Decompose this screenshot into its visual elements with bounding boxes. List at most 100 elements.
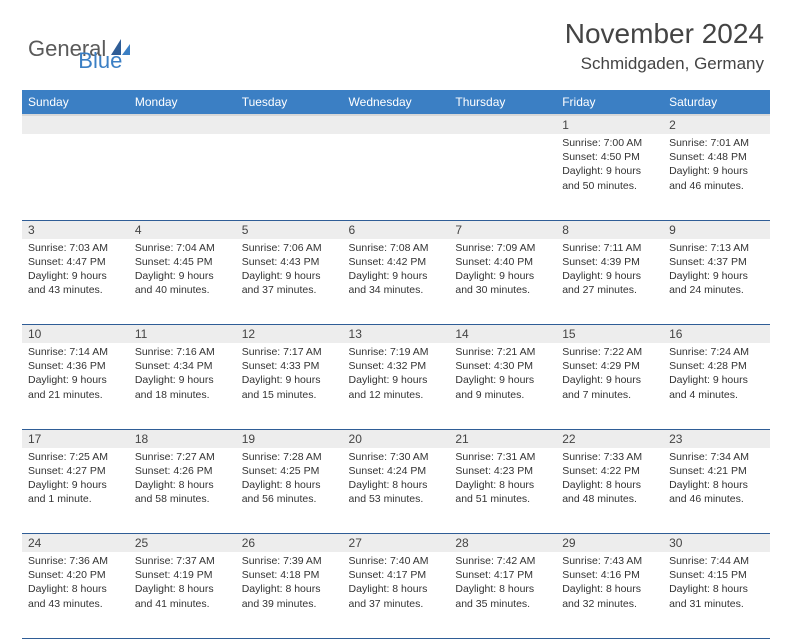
sunset-text: Sunset: 4:16 PM	[562, 568, 657, 582]
day-number: 22	[562, 432, 575, 446]
day-number-cell: 11	[129, 325, 236, 344]
sunset-text: Sunset: 4:26 PM	[135, 464, 230, 478]
day-number-cell: 17	[22, 429, 129, 448]
day-content-cell: Sunrise: 7:36 AMSunset: 4:20 PMDaylight:…	[22, 552, 129, 638]
day-number-cell	[129, 115, 236, 134]
daylight-text: Daylight: 8 hours and 53 minutes.	[349, 478, 444, 506]
day-content-cell: Sunrise: 7:21 AMSunset: 4:30 PMDaylight:…	[449, 343, 556, 429]
sunrise-text: Sunrise: 7:33 AM	[562, 450, 657, 464]
day-number: 15	[562, 327, 575, 341]
sunset-text: Sunset: 4:28 PM	[669, 359, 764, 373]
day-content-cell: Sunrise: 7:13 AMSunset: 4:37 PMDaylight:…	[663, 239, 770, 325]
day-content-cell	[343, 134, 450, 220]
weekday-header: Friday	[556, 90, 663, 115]
day-content-cell: Sunrise: 7:39 AMSunset: 4:18 PMDaylight:…	[236, 552, 343, 638]
daynum-row: 17181920212223	[22, 429, 770, 448]
weekday-header: Thursday	[449, 90, 556, 115]
daylight-text: Daylight: 8 hours and 43 minutes.	[28, 582, 123, 610]
day-number-cell: 8	[556, 220, 663, 239]
daylight-text: Daylight: 8 hours and 58 minutes.	[135, 478, 230, 506]
day-number-cell: 2	[663, 115, 770, 134]
sunset-text: Sunset: 4:29 PM	[562, 359, 657, 373]
sunrise-text: Sunrise: 7:28 AM	[242, 450, 337, 464]
sunset-text: Sunset: 4:15 PM	[669, 568, 764, 582]
day-number-cell: 16	[663, 325, 770, 344]
day-content-cell: Sunrise: 7:03 AMSunset: 4:47 PMDaylight:…	[22, 239, 129, 325]
daylight-text: Daylight: 9 hours and 30 minutes.	[455, 269, 550, 297]
sunrise-text: Sunrise: 7:04 AM	[135, 241, 230, 255]
day-number-cell: 29	[556, 534, 663, 553]
location: Schmidgaden, Germany	[565, 54, 764, 74]
daylight-text: Daylight: 9 hours and 9 minutes.	[455, 373, 550, 401]
day-number: 21	[455, 432, 468, 446]
daylight-text: Daylight: 9 hours and 12 minutes.	[349, 373, 444, 401]
day-number: 30	[669, 536, 682, 550]
day-number: 2	[669, 118, 676, 132]
day-number: 11	[135, 327, 147, 341]
day-number: 8	[562, 223, 569, 237]
daylight-text: Daylight: 8 hours and 32 minutes.	[562, 582, 657, 610]
day-number-cell: 14	[449, 325, 556, 344]
sunset-text: Sunset: 4:30 PM	[455, 359, 550, 373]
day-number-cell: 3	[22, 220, 129, 239]
sunset-text: Sunset: 4:25 PM	[242, 464, 337, 478]
weekday-header: Monday	[129, 90, 236, 115]
day-content-cell: Sunrise: 7:17 AMSunset: 4:33 PMDaylight:…	[236, 343, 343, 429]
day-content-cell: Sunrise: 7:34 AMSunset: 4:21 PMDaylight:…	[663, 448, 770, 534]
day-number: 1	[562, 118, 569, 132]
day-number: 7	[455, 223, 462, 237]
sunrise-text: Sunrise: 7:31 AM	[455, 450, 550, 464]
day-content-cell	[449, 134, 556, 220]
daynum-row: 24252627282930	[22, 534, 770, 553]
weekday-header: Tuesday	[236, 90, 343, 115]
sunrise-text: Sunrise: 7:22 AM	[562, 345, 657, 359]
day-number-cell: 6	[343, 220, 450, 239]
day-content-cell: Sunrise: 7:14 AMSunset: 4:36 PMDaylight:…	[22, 343, 129, 429]
daylight-text: Daylight: 8 hours and 41 minutes.	[135, 582, 230, 610]
sunrise-text: Sunrise: 7:34 AM	[669, 450, 764, 464]
daynum-row: 3456789	[22, 220, 770, 239]
day-content-cell: Sunrise: 7:19 AMSunset: 4:32 PMDaylight:…	[343, 343, 450, 429]
sunset-text: Sunset: 4:17 PM	[455, 568, 550, 582]
day-number-cell	[449, 115, 556, 134]
day-content-cell: Sunrise: 7:25 AMSunset: 4:27 PMDaylight:…	[22, 448, 129, 534]
day-number: 28	[455, 536, 468, 550]
sunrise-text: Sunrise: 7:43 AM	[562, 554, 657, 568]
calendar-table: Sunday Monday Tuesday Wednesday Thursday…	[22, 90, 770, 639]
sunrise-text: Sunrise: 7:17 AM	[242, 345, 337, 359]
sunrise-text: Sunrise: 7:21 AM	[455, 345, 550, 359]
day-number: 12	[242, 327, 255, 341]
sunrise-text: Sunrise: 7:25 AM	[28, 450, 123, 464]
sunset-text: Sunset: 4:23 PM	[455, 464, 550, 478]
sunset-text: Sunset: 4:36 PM	[28, 359, 123, 373]
day-content-cell: Sunrise: 7:22 AMSunset: 4:29 PMDaylight:…	[556, 343, 663, 429]
day-number: 10	[28, 327, 41, 341]
day-number: 17	[28, 432, 41, 446]
daylight-text: Daylight: 9 hours and 46 minutes.	[669, 164, 764, 192]
sunset-text: Sunset: 4:27 PM	[28, 464, 123, 478]
day-number-cell: 10	[22, 325, 129, 344]
daylight-text: Daylight: 8 hours and 31 minutes.	[669, 582, 764, 610]
sunset-text: Sunset: 4:17 PM	[349, 568, 444, 582]
day-number: 3	[28, 223, 35, 237]
day-content-cell: Sunrise: 7:24 AMSunset: 4:28 PMDaylight:…	[663, 343, 770, 429]
day-number: 24	[28, 536, 41, 550]
sunrise-text: Sunrise: 7:01 AM	[669, 136, 764, 150]
daylight-text: Daylight: 9 hours and 1 minute.	[28, 478, 123, 506]
daylight-text: Daylight: 9 hours and 50 minutes.	[562, 164, 657, 192]
day-content-cell: Sunrise: 7:04 AMSunset: 4:45 PMDaylight:…	[129, 239, 236, 325]
day-number-cell: 21	[449, 429, 556, 448]
daylight-text: Daylight: 8 hours and 48 minutes.	[562, 478, 657, 506]
content-row: Sunrise: 7:36 AMSunset: 4:20 PMDaylight:…	[22, 552, 770, 638]
day-number: 6	[349, 223, 356, 237]
day-number-cell: 9	[663, 220, 770, 239]
daylight-text: Daylight: 9 hours and 21 minutes.	[28, 373, 123, 401]
sunset-text: Sunset: 4:37 PM	[669, 255, 764, 269]
daylight-text: Daylight: 8 hours and 56 minutes.	[242, 478, 337, 506]
day-number: 27	[349, 536, 362, 550]
sunset-text: Sunset: 4:19 PM	[135, 568, 230, 582]
sunrise-text: Sunrise: 7:06 AM	[242, 241, 337, 255]
daylight-text: Daylight: 8 hours and 35 minutes.	[455, 582, 550, 610]
daylight-text: Daylight: 8 hours and 46 minutes.	[669, 478, 764, 506]
day-number-cell	[22, 115, 129, 134]
